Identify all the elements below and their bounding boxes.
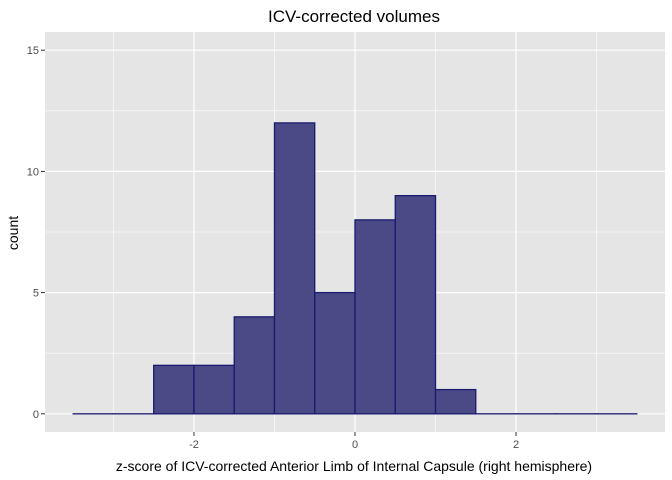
x-tick-label: 0 <box>352 439 358 451</box>
y-axis: 0 5 10 15 <box>27 45 45 421</box>
x-axis: -2 0 2 <box>189 432 519 451</box>
y-tick-label: 0 <box>33 409 39 421</box>
y-axis-title: count <box>5 216 21 250</box>
histogram-bar <box>153 364 195 415</box>
y-tick-label: 15 <box>27 45 39 57</box>
y-tick-label: 10 <box>27 166 39 178</box>
histogram-bar <box>354 219 396 415</box>
histogram-bar <box>233 316 276 415</box>
x-tick-label: 2 <box>513 439 519 451</box>
y-tick-label: 5 <box>33 288 39 300</box>
x-tick-label: -2 <box>189 439 199 451</box>
histogram-bar <box>434 388 477 415</box>
histogram-bar <box>273 122 316 415</box>
histogram-bar <box>394 194 437 415</box>
histogram-bars <box>72 122 638 415</box>
histogram-bar <box>193 364 235 415</box>
chart-title: ICV-corrected volumes <box>268 7 440 26</box>
x-axis-title: z-score of ICV-corrected Anterior Limb o… <box>116 458 592 474</box>
histogram-bar <box>314 291 356 415</box>
